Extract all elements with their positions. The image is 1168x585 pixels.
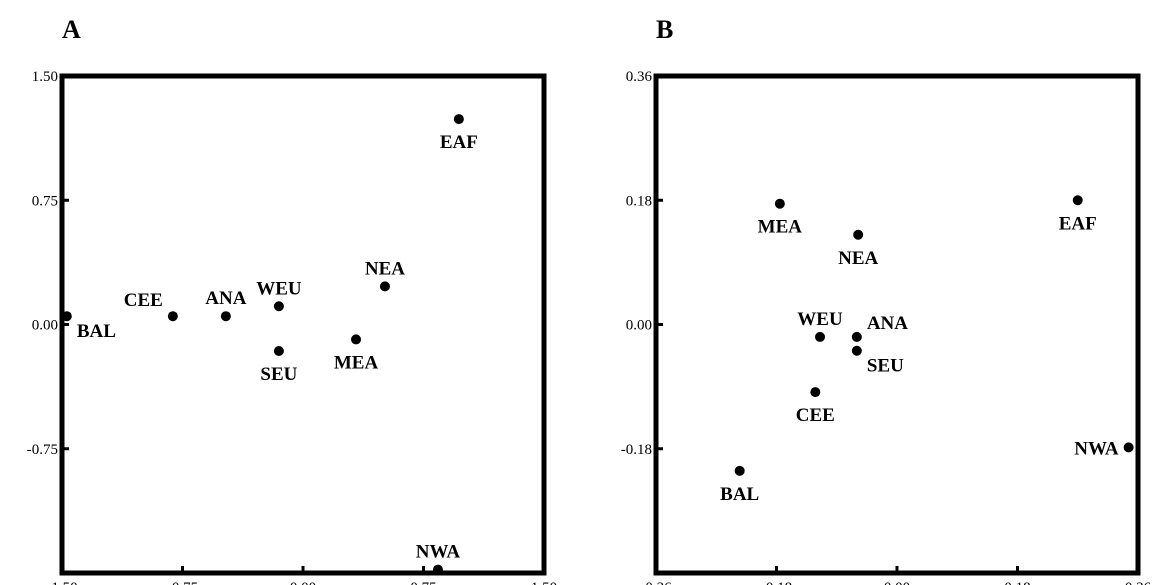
data-point — [432, 564, 443, 575]
data-point — [273, 346, 284, 357]
x-tick-label: -0.18 — [761, 580, 792, 585]
data-point — [853, 229, 864, 240]
point-label-nwa: NWA — [416, 542, 461, 563]
point-label-seu: SEU — [867, 356, 904, 377]
data-point — [851, 331, 862, 342]
point-label-eaf: EAF — [1059, 213, 1097, 234]
panel-b: B -0.36 -0.18 0.00 0.18 0.36 0.36 0.18 0.00 -0.1… — [621, 15, 1152, 585]
x-tick-label: 0.00 — [290, 580, 316, 585]
point-label-bal: BAL — [720, 484, 759, 505]
x-tick-label: 0.18 — [1004, 580, 1030, 585]
x-tick-label: -0.36 — [640, 580, 672, 585]
data-point — [734, 465, 745, 476]
data-point — [379, 281, 390, 292]
point-label-bal: BAL — [77, 321, 116, 342]
point-label-mea: MEA — [758, 217, 803, 238]
data-point — [61, 311, 72, 322]
point-label-cee: CEE — [124, 290, 163, 311]
point-label-weu: WEU — [256, 278, 302, 299]
x-tick-label: 0.00 — [884, 580, 910, 585]
x-tick-label: -0.75 — [167, 580, 198, 585]
panel-letter-a: A — [62, 15, 81, 44]
x-tick-label: 1.50 — [531, 580, 557, 585]
point-label-mea: MEA — [334, 352, 379, 373]
y-tick-label: 0.00 — [626, 318, 652, 334]
y-tick-label: 0.75 — [32, 193, 58, 209]
y-tick-label: -0.18 — [621, 442, 652, 458]
data-point — [815, 331, 826, 342]
data-point — [273, 301, 284, 312]
point-label-seu: SEU — [260, 364, 297, 385]
y-tick-label: -0.75 — [27, 442, 58, 458]
point-label-ana: ANA — [205, 288, 246, 309]
data-point — [453, 114, 464, 125]
data-point — [774, 198, 785, 209]
data-point — [1072, 195, 1083, 206]
point-label-cee: CEE — [796, 405, 835, 426]
point-label-nea: NEA — [838, 248, 878, 269]
x-tick-label: 0.36 — [1125, 580, 1152, 585]
point-label-nwa: NWA — [1074, 438, 1119, 459]
panel-letter-b: B — [656, 15, 673, 44]
x-tick-label: -1.50 — [46, 580, 77, 585]
panel-a: A -1.50 -0.75 0.00 0.75 1.50 1.50 0.75 0.00 -0.7… — [27, 15, 557, 585]
data-point — [351, 334, 362, 345]
point-label-ana: ANA — [867, 313, 908, 334]
data-point — [167, 311, 178, 322]
data-point — [810, 387, 821, 398]
y-tick-label: 1.50 — [32, 69, 58, 85]
point-label-eaf: EAF — [440, 132, 478, 153]
y-tick-label: 0.18 — [626, 193, 652, 209]
point-label-nea: NEA — [365, 258, 405, 279]
x-tick-label: 0.75 — [410, 580, 436, 585]
data-point — [851, 345, 862, 356]
data-point — [1123, 442, 1134, 453]
data-point — [220, 311, 231, 322]
point-label-weu: WEU — [797, 309, 843, 330]
y-tick-label: 0.36 — [626, 69, 653, 85]
y-tick-label: 0.00 — [32, 318, 58, 334]
